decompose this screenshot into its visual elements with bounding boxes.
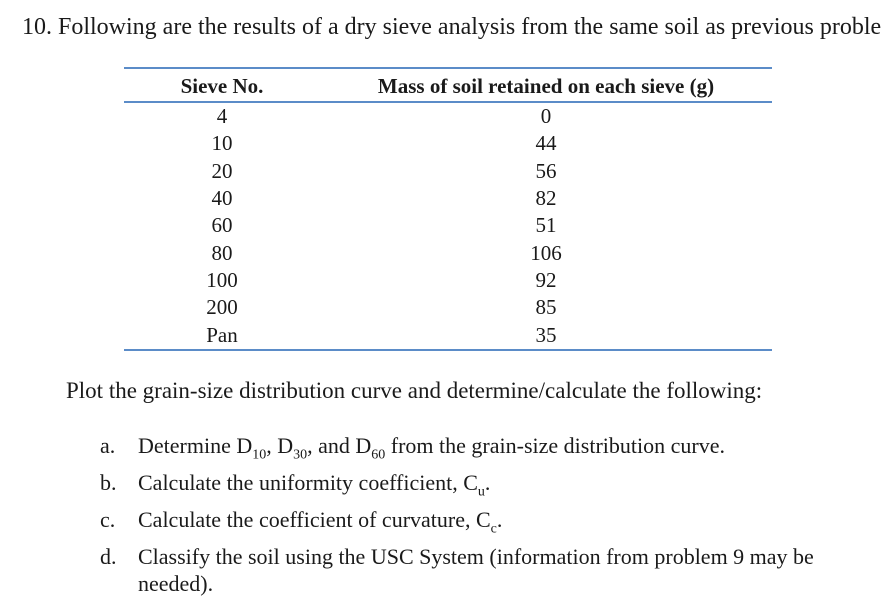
sieve-cell: 80 [211, 240, 233, 265]
sieve-cell: 10 [211, 131, 233, 156]
sieve-table-container: Sieve No. Mass of soil retained on each … [124, 67, 772, 351]
subscript: 10 [252, 447, 267, 463]
list-item: d. Classify the soil using the USC System… [100, 543, 880, 598]
table-row: 4 0 [124, 102, 772, 130]
table-header-row: Sieve No. Mass of soil retained on each … [124, 67, 772, 103]
table-row: 60 51 [124, 212, 772, 239]
instruction-text: Plot the grain-size distribution curve a… [66, 378, 763, 403]
sieve-cell: 200 [206, 295, 238, 320]
sieve-cell: 100 [206, 267, 238, 292]
mass-cell: 56 [535, 158, 557, 183]
list-item: a. Determine D10, D30, and D60 from the g… [100, 432, 880, 469]
sieve-cell: 40 [211, 186, 233, 211]
sieve-cell: 20 [211, 158, 233, 183]
table-row: Pan 35 [124, 321, 772, 351]
item-text: Determine D [138, 433, 253, 458]
mass-cell: 0 [540, 104, 552, 129]
table-row: 80 106 [124, 239, 772, 266]
item-text: , and D [307, 433, 372, 458]
table-row: 200 85 [124, 294, 772, 321]
table-row: 40 82 [124, 185, 772, 212]
mass-cell: 106 [530, 240, 562, 265]
mass-cell: 51 [535, 213, 557, 238]
sieve-cell: 4 [216, 104, 228, 129]
item-marker: d. [100, 543, 117, 569]
subscript: 30 [293, 447, 308, 463]
table-row: 10 44 [124, 130, 772, 157]
mass-cell: 44 [535, 131, 557, 156]
list-item: c. Calculate the coefficient of curvature… [100, 506, 880, 543]
item-text: from the grain-size distribution curve. [385, 433, 725, 458]
item-marker: a. [100, 433, 116, 458]
table-row: 100 92 [124, 267, 772, 294]
mass-cell: 85 [535, 295, 557, 320]
header-sieve-no: Sieve No. [124, 67, 320, 103]
sieve-cell: Pan [124, 321, 320, 351]
item-marker: c. [100, 506, 116, 532]
sieve-table: Sieve No. Mass of soil retained on each … [124, 67, 772, 351]
header-mass-retained: Mass of soil retained on each sieve (g) [320, 67, 772, 103]
subscript: u [477, 484, 485, 500]
item-text: Calculate the uniformity coefficient, C [138, 469, 478, 495]
mass-cell: 92 [535, 267, 557, 292]
item-text: . [484, 469, 491, 495]
subscript: c [490, 521, 497, 537]
subscript: 60 [371, 447, 386, 463]
task-list: a. Determine D10, D30, and D60 from the g… [100, 432, 880, 598]
item-marker: b. [100, 469, 117, 495]
list-item: b. Calculate the uniformity coefficient, … [100, 469, 880, 506]
sieve-cell: 60 [211, 213, 233, 238]
item-text: Classify the soil using the USC System (… [138, 543, 814, 597]
table-row: 20 56 [124, 158, 772, 185]
item-text: Calculate the coefficient of curvature, … [138, 506, 491, 532]
item-text: . [496, 506, 503, 532]
mass-cell: 35 [320, 321, 772, 351]
mass-cell: 82 [535, 186, 557, 211]
problem-heading: 10. Following are the results of a dry s… [22, 14, 882, 40]
item-text: , D [266, 433, 294, 458]
